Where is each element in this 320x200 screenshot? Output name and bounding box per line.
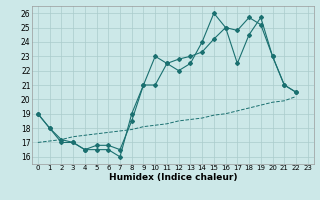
X-axis label: Humidex (Indice chaleur): Humidex (Indice chaleur): [108, 173, 237, 182]
